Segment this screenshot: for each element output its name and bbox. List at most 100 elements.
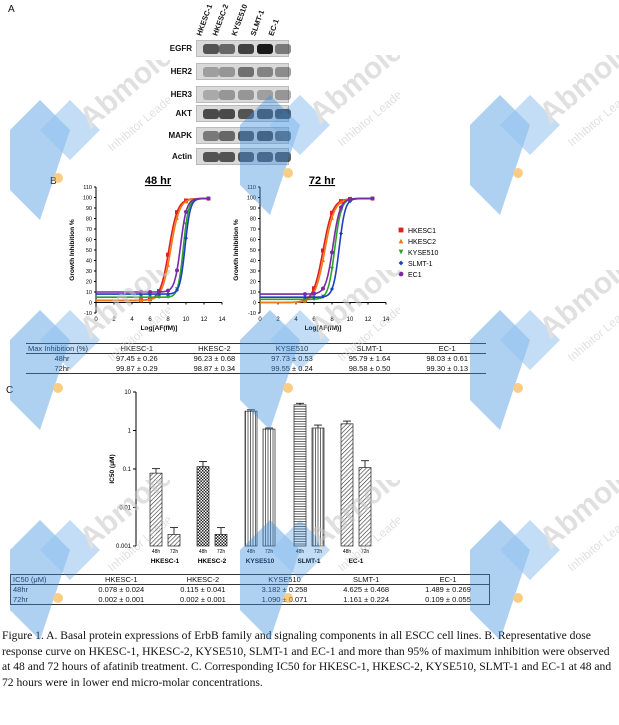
legend-entry: KYSE510 — [408, 250, 438, 257]
blot-band — [203, 67, 219, 77]
ic50-cell: 48hr — [13, 585, 29, 595]
y-tick-label: 40 — [86, 259, 92, 265]
data-point — [303, 297, 307, 302]
max-inhibition-header-cell: HKESC-2 — [175, 343, 254, 354]
data-point — [166, 291, 170, 296]
ic50-bar — [311, 427, 325, 547]
ic50-cell: 0.109 ± 0.055 — [425, 594, 471, 604]
y-tick-label: 110 — [247, 185, 256, 191]
data-point — [303, 292, 307, 297]
blot-row — [196, 86, 291, 103]
dose-curve — [96, 197, 210, 302]
max-inhibition-cell: 99.30 ± 0.13 — [426, 363, 469, 373]
ic50-header-cell: EC-1 — [407, 574, 490, 585]
ic50-category-label: EC-1 — [349, 558, 364, 565]
data-point — [166, 288, 170, 293]
ic50-header-cell: IC50 (μM) — [10, 574, 81, 585]
watermark-logo-icon — [470, 95, 560, 215]
blot-band — [257, 67, 273, 77]
panel-label-c: C — [6, 385, 14, 396]
blot-band — [238, 67, 254, 77]
max-inhibition-header-cell: KYSE510 — [253, 343, 331, 354]
blot-lane-label: EC-1 — [266, 17, 281, 37]
data-point — [321, 286, 325, 291]
blot-band — [238, 90, 254, 100]
dose-chart-title: 72 hr — [309, 175, 336, 187]
data-point — [139, 289, 143, 294]
data-point — [321, 294, 325, 299]
ic50-bar — [214, 534, 228, 547]
ic50-bar-label: 72h — [361, 549, 370, 555]
data-point — [398, 260, 404, 266]
blot-band — [275, 109, 291, 119]
data-point — [321, 257, 325, 262]
max-inhibition-cell: 98.03 ± 0.61 — [426, 354, 469, 364]
blot-protein-label: HER2 — [170, 67, 192, 76]
blot-lane-label: SLMT-1 — [248, 8, 267, 37]
x-tick-label: 14 — [219, 317, 226, 323]
ic50-cell: 1.161 ± 0.224 — [343, 594, 390, 604]
ic50-bar — [149, 472, 163, 547]
blot-band — [238, 44, 254, 54]
max-inhibition-cell: 99.55 ± 0.24 — [271, 363, 313, 373]
blot-band — [275, 152, 291, 162]
blot-row — [196, 40, 291, 57]
data-point — [139, 295, 143, 300]
blot-band — [257, 152, 273, 162]
data-point — [330, 215, 334, 220]
y-tick-label: 50 — [250, 248, 256, 254]
ic50-bar-label: 72h — [314, 549, 323, 555]
data-point — [348, 197, 352, 202]
dose-curve — [260, 197, 374, 295]
blot-band — [203, 109, 219, 119]
ic50-y-tick-label: 0.01 — [119, 506, 131, 512]
watermark-tagline: Inhibitor Leader — [565, 510, 619, 574]
max-inhibition-header-row: Max Inhibition (%) HKESC-1 HKESC-2 KYSE510 S… — [26, 343, 486, 354]
max-inhibition-table: Max Inhibition (%) HKESC-1 HKESC-2 KYSE510 S… — [26, 343, 486, 374]
data-point — [166, 294, 170, 299]
ic50-bar-label: 48h — [199, 549, 208, 555]
dose-curve — [96, 197, 210, 295]
data-point — [184, 209, 188, 214]
y-tick-label: 70 — [86, 227, 92, 233]
ic50-y-axis-label: IC50 (μM) — [109, 454, 116, 483]
ic50-bar — [262, 428, 276, 547]
blot-band — [219, 90, 235, 100]
y-tick-label: 100 — [83, 196, 92, 202]
blot-row — [196, 127, 291, 144]
blot-band — [203, 90, 219, 100]
data-point — [175, 210, 179, 215]
ic50-cell: 4.625 ± 0.468 — [343, 585, 390, 595]
data-point — [139, 298, 143, 303]
legend-entry: HKESC2 — [408, 239, 436, 246]
y-tick-label: 30 — [86, 269, 92, 275]
x-tick-label: 2 — [112, 317, 116, 323]
blot-row — [196, 148, 291, 165]
x-tick-label: 6 — [148, 317, 152, 323]
dose-legend: HKESC1 HKESC2 KYSE510 SLMT-1 EC1 — [398, 227, 438, 279]
blot-band — [238, 109, 254, 119]
max-inhibition-header-cell: HKESC-1 — [98, 343, 176, 354]
watermark-tagline: Inhibitor Leader — [105, 90, 170, 154]
data-point — [330, 287, 334, 292]
data-point — [312, 291, 316, 296]
blot-band — [275, 67, 291, 77]
y-axis-label: Growth Inhibition % — [69, 219, 76, 281]
ic50-cell: 72hr — [13, 594, 29, 604]
blot-row — [196, 63, 291, 80]
max-inhibition-cell: 72hr — [54, 363, 70, 373]
ic50-bar — [340, 423, 354, 547]
ic50-bar-label: 72h — [170, 549, 179, 555]
blot-band — [219, 152, 235, 162]
dose-chart-title: 48 hr — [145, 175, 172, 187]
blot-band — [219, 67, 235, 77]
max-inhibition-row: 48hr 97.45 ± 0.26 96.23 ± 0.68 97.73 ± 0.53… — [26, 354, 486, 364]
ic50-category-label: HKESC-1 — [151, 558, 180, 565]
blot-protein-label: EGFR — [169, 44, 192, 53]
max-inhibition-header-cell: EC-1 — [408, 343, 486, 354]
ic50-header-row: IC50 (μM) HKESC-1 HKESC-2 KYSE510 SLMT-1 EC-1 — [10, 574, 490, 585]
ic50-bar-label: 48h — [247, 549, 256, 555]
figure-caption: Figure 1. A. Basal protein expressions o… — [2, 629, 612, 689]
